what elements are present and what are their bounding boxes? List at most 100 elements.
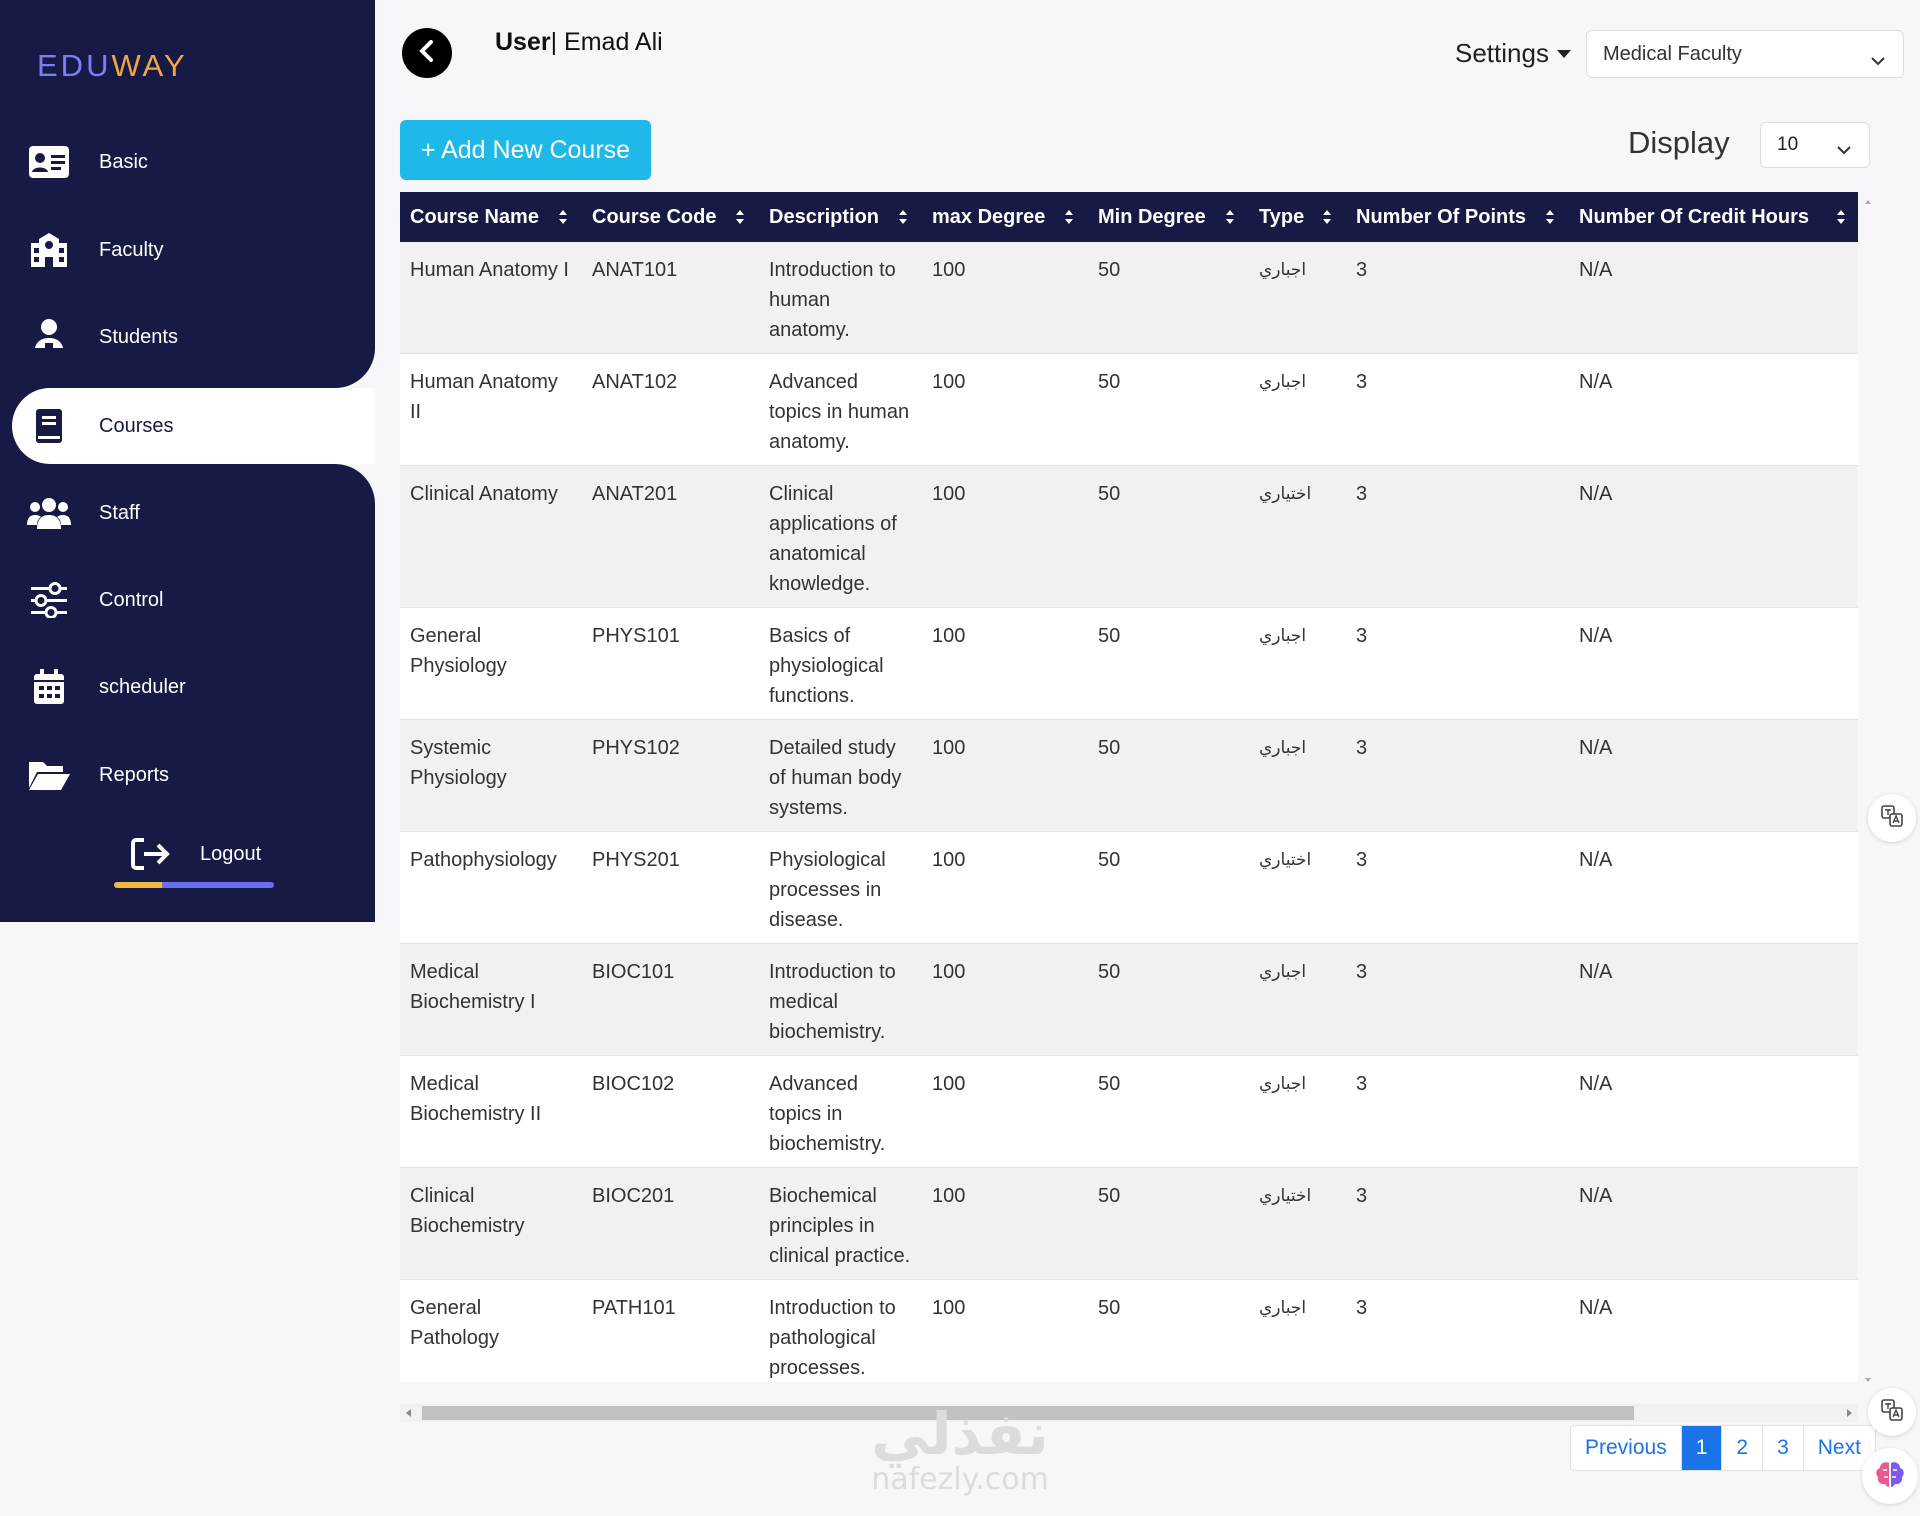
- logout-underline: [114, 882, 274, 888]
- sidebar-item-scheduler[interactable]: scheduler: [0, 649, 375, 725]
- chevron-left-icon: [417, 39, 437, 67]
- id-card-icon: [26, 139, 72, 185]
- cell-number-of-points: 3: [1346, 1167, 1569, 1280]
- app-logo: EDUWAY: [37, 48, 188, 84]
- current-user: User| Emad Ali: [495, 28, 663, 57]
- cell-min-degree: 50: [1088, 1167, 1249, 1280]
- cell-course-name: Medical Biochemistry I: [400, 943, 582, 1056]
- nav-curve-top: [0, 348, 375, 388]
- faculty-select[interactable]: Medical Faculty: [1586, 30, 1904, 78]
- cell-description: Biochemical principles in clinical pract…: [759, 1167, 922, 1280]
- column-header-number-of-credit-hours[interactable]: Number Of Credit Hours: [1569, 192, 1858, 242]
- cell-course-code: ANAT101: [582, 242, 759, 354]
- settings-dropdown[interactable]: Settings: [1455, 38, 1571, 69]
- pagination-previous[interactable]: Previous: [1571, 1426, 1682, 1470]
- column-header-course-name[interactable]: Course Name: [400, 192, 582, 242]
- column-header-label: Course Name: [410, 205, 539, 228]
- cell-course-code: PHYS201: [582, 831, 759, 944]
- faculty-value: Medical Faculty: [1603, 42, 1742, 65]
- scroll-left-arrow-icon[interactable]: [406, 1409, 411, 1417]
- cell-min-degree: 50: [1088, 465, 1249, 608]
- add-course-button[interactable]: + Add New Course: [400, 120, 651, 180]
- cell-course-name: Clinical Anatomy: [400, 465, 582, 608]
- sort-icon[interactable]: [1225, 208, 1235, 226]
- cell-course-name: General Physiology: [400, 607, 582, 720]
- sort-icon[interactable]: [558, 208, 568, 226]
- cell-description: Introduction to medical biochemistry.: [759, 943, 922, 1056]
- scrollbar-thumb[interactable]: [422, 1406, 1634, 1420]
- cell-min-degree: 50: [1088, 353, 1249, 466]
- cell-number-of-credit-hours: N/A: [1569, 353, 1858, 466]
- horizontal-scrollbar[interactable]: [400, 1404, 1858, 1422]
- caret-down-icon: [1556, 49, 1571, 58]
- chevron-down-icon: [1837, 139, 1851, 161]
- sidebar-item-control[interactable]: Control: [0, 562, 375, 638]
- sort-icon[interactable]: [1545, 208, 1555, 226]
- cell-description: Detailed study of human body systems.: [759, 719, 922, 832]
- sort-icon[interactable]: [1836, 208, 1846, 226]
- column-header-label: max Degree: [932, 205, 1046, 228]
- cell-number-of-points: 3: [1346, 353, 1569, 466]
- sidebar-item-reports[interactable]: Reports: [0, 737, 375, 813]
- cell-course-code: BIOC102: [582, 1055, 759, 1168]
- sidebar-item-basic[interactable]: Basic: [0, 124, 375, 200]
- display-count-select[interactable]: 10: [1760, 122, 1870, 168]
- settings-label: Settings: [1455, 38, 1549, 68]
- column-header-type[interactable]: Type: [1249, 192, 1346, 242]
- table-row[interactable]: Pathophysiology PHYS201 Physiological proc…: [400, 831, 1858, 944]
- users-icon: [26, 490, 72, 536]
- vertical-scrollbar[interactable]: [1862, 192, 1874, 1388]
- cell-number-of-points: 3: [1346, 242, 1569, 354]
- column-header-description[interactable]: Description: [759, 192, 922, 242]
- cell-number-of-credit-hours: N/A: [1569, 1055, 1858, 1168]
- scroll-right-arrow-icon[interactable]: [1847, 1409, 1852, 1417]
- cell-course-code: PATH101: [582, 1279, 759, 1382]
- table-row[interactable]: Clinical Biochemistry BIOC201 Biochemical …: [400, 1167, 1858, 1280]
- cell-number-of-credit-hours: N/A: [1569, 831, 1858, 944]
- cell-number-of-credit-hours: N/A: [1569, 607, 1858, 720]
- column-header-max-degree[interactable]: max Degree: [922, 192, 1088, 242]
- table-row[interactable]: Systemic Physiology PHYS102 Detailed study…: [400, 719, 1858, 832]
- cell-number-of-points: 3: [1346, 1279, 1569, 1382]
- school-icon: [26, 227, 72, 273]
- cell-description: Advanced topics in biochemistry.: [759, 1055, 922, 1168]
- translate-button[interactable]: [1868, 794, 1916, 842]
- column-header-label: Type: [1259, 205, 1305, 228]
- cell-number-of-credit-hours: N/A: [1569, 943, 1858, 1056]
- pagination-page-3[interactable]: 3: [1763, 1426, 1804, 1470]
- sidebar-item-faculty[interactable]: Faculty: [0, 212, 375, 288]
- table-row[interactable]: Human Anatomy I ANAT101 Introduction to hu…: [400, 242, 1858, 354]
- sort-icon[interactable]: [1064, 208, 1074, 226]
- logout-button[interactable]: Logout: [130, 832, 280, 876]
- back-button[interactable]: [402, 28, 452, 78]
- table-row[interactable]: General Pathology PATH101 Introduction to …: [400, 1279, 1858, 1382]
- sort-icon[interactable]: [1322, 208, 1332, 226]
- sidebar-item-staff[interactable]: Staff: [0, 475, 375, 551]
- table-row[interactable]: Medical Biochemistry II BIOC102 Advanced t…: [400, 1055, 1858, 1168]
- column-header-min-degree[interactable]: Min Degree: [1088, 192, 1249, 242]
- sidebar-item-courses[interactable]: Courses: [12, 388, 375, 464]
- table-row[interactable]: Medical Biochemistry I BIOC101 Introductio…: [400, 943, 1858, 1056]
- column-header-course-code[interactable]: Course Code: [582, 192, 759, 242]
- logout-label: Logout: [200, 842, 262, 865]
- table-row[interactable]: General Physiology PHYS101 Basics of physi…: [400, 607, 1858, 720]
- table-row[interactable]: Clinical Anatomy ANAT201 Clinical applicat…: [400, 465, 1858, 608]
- translate-icon: [1880, 804, 1904, 833]
- pagination-page-1[interactable]: 1: [1681, 1426, 1723, 1470]
- cell-number-of-points: 3: [1346, 465, 1569, 608]
- pagination-next[interactable]: Next: [1803, 1426, 1875, 1470]
- sidebar: EDUWAY Basic Faculty Students Courses St…: [0, 0, 375, 922]
- column-header-number-of-points[interactable]: Number Of Points: [1346, 192, 1569, 242]
- sidebar-item-label: Courses: [99, 414, 174, 437]
- table-row[interactable]: Human Anatomy II ANAT102 Advanced topics i…: [400, 353, 1858, 466]
- cell-number-of-points: 3: [1346, 719, 1569, 832]
- cell-type: اختياري: [1249, 1167, 1346, 1280]
- assistant-button[interactable]: [1862, 1448, 1918, 1504]
- sort-icon[interactable]: [735, 208, 745, 226]
- courses-table-container: Course Name Course Code Description max Deg…: [400, 192, 1858, 1382]
- translate-button-2[interactable]: [1868, 1388, 1916, 1436]
- watermark-latin: nafezly.com: [871, 1462, 1049, 1497]
- cell-description: Basics of physiological functions.: [759, 607, 922, 720]
- sort-icon[interactable]: [898, 208, 908, 226]
- pagination-page-2[interactable]: 2: [1722, 1426, 1764, 1470]
